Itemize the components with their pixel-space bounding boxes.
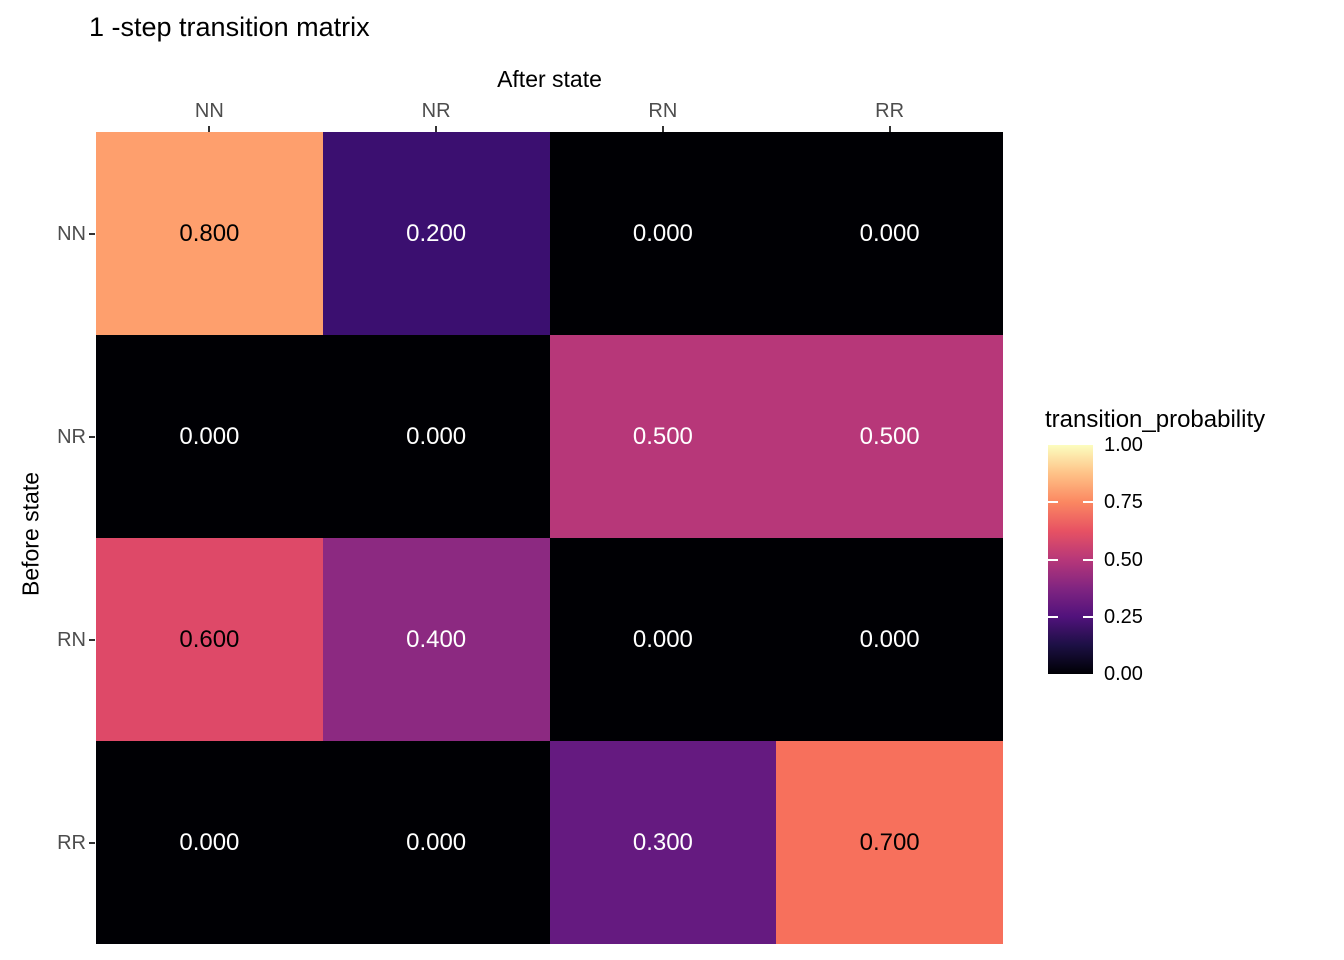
cell-value: 0.000 xyxy=(632,219,693,247)
legend-tick-mark-right xyxy=(1083,558,1093,561)
heatmap-panel: 0.800 0.200 0.000 0.000 0.000 0.000 0.500 0.500… xyxy=(96,132,1003,944)
heatmap-cell-NR-NN: 0.000 xyxy=(96,335,323,538)
cell-value: 0.000 xyxy=(859,219,920,247)
heatmap-cell-RR-RR: 0.700 xyxy=(776,741,1003,944)
heatmap-cell-NN-NR: 0.200 xyxy=(322,132,550,335)
y-tick-mark-RR xyxy=(89,841,95,844)
cell-value: 0.300 xyxy=(632,828,693,856)
heatmap-cell-RN-RR: 0.000 xyxy=(776,538,1003,741)
x-tick-label-NN: NN xyxy=(194,100,224,122)
heatmap-cell-NR-NR: 0.000 xyxy=(322,335,550,538)
y-tick-label-NR: NR xyxy=(57,425,86,448)
legend-tick-mark-right xyxy=(1083,501,1093,504)
legend-tick-mark-left xyxy=(1048,501,1058,504)
plot-title: 1 -step transition matrix xyxy=(89,12,370,42)
legend-tick-label-1.00: 1.00 xyxy=(1104,434,1143,456)
heatmap-cell-NR-RN: 0.500 xyxy=(549,335,777,538)
legend-tick-mark-left xyxy=(1048,558,1058,561)
x-tick-mark-RN xyxy=(661,126,664,132)
cell-value: 0.500 xyxy=(859,422,920,450)
cell-value: 0.800 xyxy=(179,219,240,247)
heatmap-cell-RN-RN: 0.000 xyxy=(549,538,777,741)
y-tick-label-RR: RR xyxy=(57,831,86,854)
cell-value: 0.200 xyxy=(406,219,467,247)
cell-value: 0.000 xyxy=(406,422,467,450)
x-axis-title: After state xyxy=(497,66,602,92)
heatmap-cell-RN-NR: 0.400 xyxy=(322,538,550,741)
heatmap-cell-NN-RR: 0.000 xyxy=(776,132,1003,335)
legend-tick-label-0.00: 0.00 xyxy=(1104,663,1143,685)
y-axis-title: Before state xyxy=(17,471,44,597)
x-tick-label-RN: RN xyxy=(648,100,678,122)
y-tick-mark-NR xyxy=(89,435,95,438)
heatmap-cell-RR-NN: 0.000 xyxy=(96,741,323,944)
cell-value: 0.000 xyxy=(406,828,467,856)
cell-value: 0.700 xyxy=(859,828,920,856)
heatmap-cell-NN-NN: 0.800 xyxy=(96,132,323,335)
y-tick-mark-NN xyxy=(89,232,95,235)
heatmap-cell-NN-RN: 0.000 xyxy=(549,132,777,335)
x-tick-mark-NR xyxy=(435,126,438,132)
cell-value: 0.400 xyxy=(406,625,467,653)
x-tick-label-RR: RR xyxy=(875,100,905,122)
legend-tick-mark-right xyxy=(1083,615,1093,618)
legend-title: transition_probability xyxy=(1045,406,1266,433)
cell-value: 0.000 xyxy=(179,422,240,450)
x-tick-label-NR: NR xyxy=(421,100,451,122)
cell-value: 0.600 xyxy=(179,625,240,653)
legend-tick-label-0.25: 0.25 xyxy=(1104,605,1143,628)
legend-tick-label-0.75: 0.75 xyxy=(1104,491,1143,514)
y-tick-mark-RN xyxy=(89,638,95,641)
cell-value: 0.000 xyxy=(632,625,693,653)
heatmap-cell-RN-NN: 0.600 xyxy=(96,538,323,741)
y-tick-label-NN: NN xyxy=(57,222,86,245)
legend-tick-mark-left xyxy=(1048,615,1058,618)
cell-value: 0.500 xyxy=(632,422,693,450)
heatmap-cell-NR-RR: 0.500 xyxy=(776,335,1003,538)
x-tick-mark-NN xyxy=(208,126,211,132)
cell-value: 0.000 xyxy=(859,625,920,653)
cell-value: 0.000 xyxy=(179,828,240,856)
legend-tick-label-0.50: 0.50 xyxy=(1104,548,1143,571)
heatmap-cell-RR-RN: 0.300 xyxy=(549,741,777,944)
y-tick-label-RN: RN xyxy=(57,628,86,651)
heatmap-cell-RR-NR: 0.000 xyxy=(322,741,550,944)
x-tick-mark-RR xyxy=(888,126,891,132)
